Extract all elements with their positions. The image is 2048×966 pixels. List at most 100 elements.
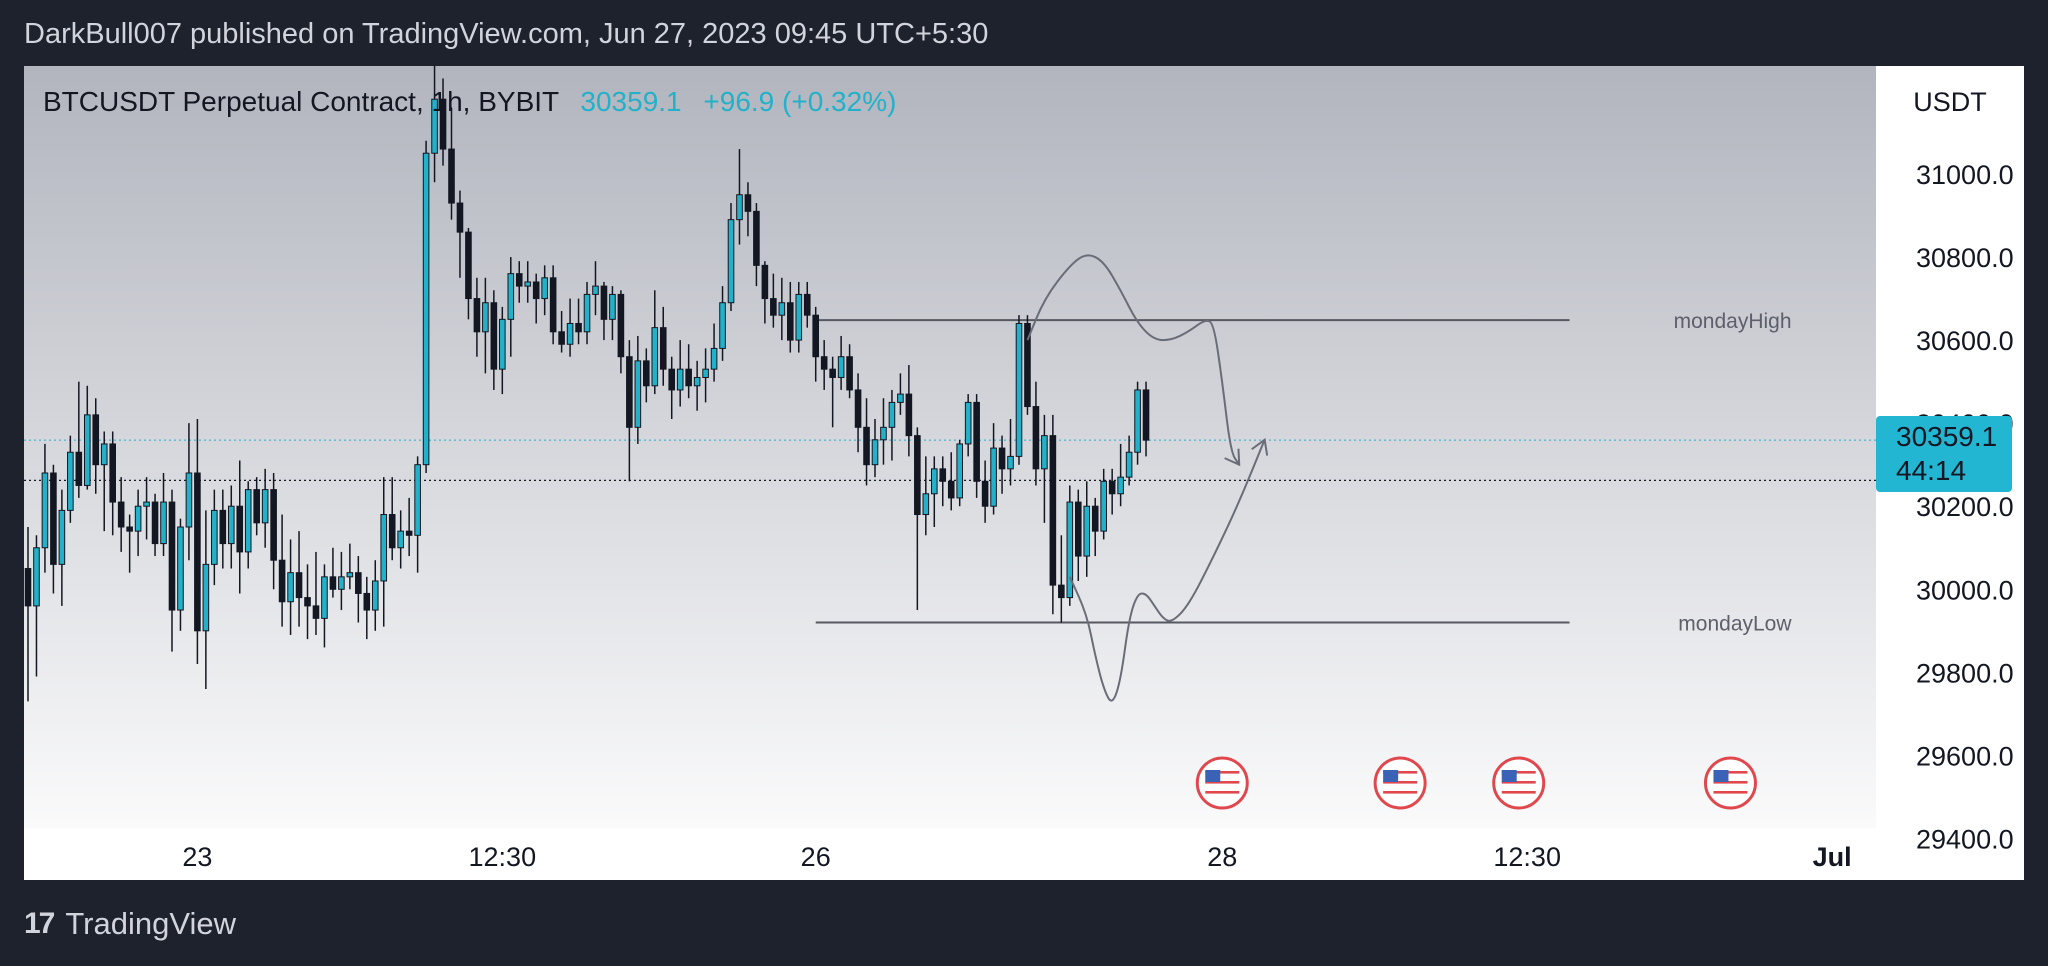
- candle-body: [67, 451, 74, 511]
- candle: [473, 277, 481, 357]
- candle-body: [287, 572, 294, 603]
- freehand-path-1: [1026, 254, 1241, 466]
- flag-stripe: [1383, 781, 1418, 784]
- candle-body: [803, 293, 811, 316]
- candle-body: [202, 563, 210, 632]
- candle-body: [710, 347, 718, 370]
- candle-body: [397, 530, 404, 549]
- candle-body: [295, 572, 303, 599]
- candle-body: [990, 447, 997, 507]
- flag-stripe: [1205, 786, 1240, 789]
- price-tick-label: 30200.0: [1916, 492, 2014, 522]
- candle-body: [465, 231, 472, 300]
- candle: [626, 340, 633, 482]
- candle-body: [253, 489, 260, 524]
- candle: [600, 281, 608, 341]
- candle-body: [109, 443, 117, 503]
- candle: [930, 456, 938, 527]
- time-tick-label: 28: [1207, 842, 1237, 872]
- candle-body: [837, 356, 845, 378]
- candle: [134, 489, 142, 557]
- candle: [1142, 381, 1150, 457]
- price-tick-label: 29400.0: [1916, 824, 2014, 854]
- candlestick-chart[interactable]: mondayHigh mondayLow 29400.0 29600.0 29800.…: [24, 66, 2024, 880]
- candle: [151, 493, 159, 557]
- candle-body: [727, 219, 735, 304]
- candle: [795, 281, 803, 353]
- candle-body: [744, 194, 752, 212]
- candle: [194, 419, 201, 665]
- candle: [287, 539, 294, 635]
- candle: [575, 298, 582, 345]
- candle-body: [321, 576, 328, 619]
- candle-body: [1049, 435, 1057, 586]
- candle-body: [719, 302, 726, 349]
- chart-area[interactable]: mondayHigh mondayLow 29400.0 29600.0 29800.…: [24, 66, 2024, 880]
- flag-stripe: [1205, 791, 1240, 794]
- flag-stripe: [1205, 771, 1240, 774]
- candle: [914, 427, 921, 611]
- candle-body: [338, 576, 345, 590]
- candle-body: [583, 293, 591, 333]
- candle-body: [58, 509, 66, 565]
- candle: [117, 477, 125, 552]
- candle-body: [41, 472, 49, 549]
- candle-body: [1024, 322, 1031, 408]
- candle: [439, 78, 447, 166]
- candle-body: [575, 322, 582, 333]
- candle: [227, 485, 235, 569]
- candle: [371, 560, 379, 631]
- candle: [253, 477, 260, 536]
- candle-body: [1134, 389, 1141, 453]
- candle: [338, 551, 345, 611]
- candle-body: [854, 389, 862, 428]
- currency-selector[interactable]: USDT: [1880, 68, 2020, 136]
- last-price-tag: 30359.1 44:14: [1876, 416, 2012, 492]
- candle-body: [414, 464, 421, 536]
- last-price-value: 30359.1: [1896, 421, 1998, 452]
- candle: [727, 203, 735, 312]
- tradingview-brand[interactable]: 17 TradingView: [24, 906, 236, 942]
- candle: [1024, 315, 1031, 415]
- level-label-mondayLow: mondayLow: [1678, 613, 1792, 636]
- candle: [414, 456, 421, 573]
- candle: [1125, 435, 1133, 486]
- candle: [702, 348, 709, 403]
- candle-body: [693, 376, 701, 387]
- candle: [753, 203, 760, 287]
- candle: [719, 286, 726, 361]
- arrow-head-1: [1224, 448, 1241, 467]
- candle: [1074, 489, 1082, 581]
- candle: [448, 107, 455, 220]
- candle: [397, 510, 404, 569]
- candle: [100, 431, 108, 532]
- candle-body: [1100, 480, 1107, 532]
- candle-body: [33, 547, 40, 607]
- candle-body: [651, 327, 659, 387]
- candle: [75, 381, 83, 498]
- candle: [592, 261, 599, 316]
- time-tick-label: 12:30: [1493, 842, 1561, 872]
- candle-body: [380, 514, 388, 582]
- flag-stripe: [1713, 786, 1748, 789]
- candle: [846, 344, 853, 399]
- candle: [278, 514, 286, 627]
- candle: [355, 556, 362, 623]
- candle-body: [499, 318, 506, 370]
- flag-canton: [1501, 770, 1517, 782]
- flag-stripe: [1383, 791, 1418, 794]
- candle-body: [778, 302, 786, 316]
- candle-body: [490, 302, 498, 370]
- candle-body: [1041, 435, 1048, 470]
- candle-body: [270, 489, 277, 561]
- candle: [888, 389, 896, 461]
- us-flag-event-icon: [1373, 756, 1427, 810]
- candle: [964, 394, 972, 457]
- candle-body: [795, 293, 803, 341]
- candle-body: [880, 426, 887, 441]
- symbol-legend: BTCUSDT Perpetual Contract, 1h, BYBIT 30…: [43, 86, 896, 118]
- candle-body: [219, 509, 227, 545]
- candle-body: [787, 302, 794, 341]
- candle: [1049, 414, 1057, 615]
- candle-body: [473, 298, 481, 333]
